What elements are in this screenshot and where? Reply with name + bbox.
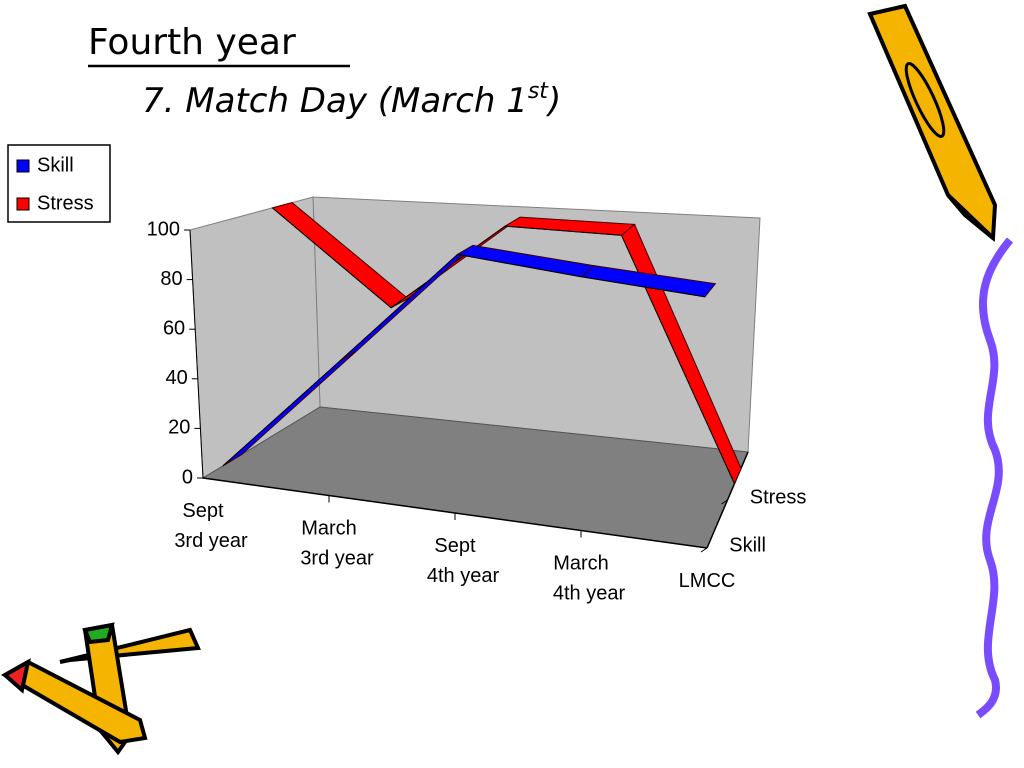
y-tick-label: 100 bbox=[147, 218, 180, 240]
legend-label: Skill bbox=[37, 154, 74, 176]
squiggle-decoration bbox=[975, 237, 1014, 719]
pencils-decoration bbox=[0, 622, 201, 756]
pencil-decoration bbox=[867, 3, 998, 243]
y-tick-label: 0 bbox=[182, 466, 193, 488]
series-line bbox=[272, 207, 735, 484]
x-tick-line: Sept bbox=[182, 500, 224, 522]
legend-label: Stress bbox=[37, 192, 94, 214]
x-tick-label: March 3rd year bbox=[300, 518, 374, 570]
slide-subtitle: 7. Match Day (March 1st) bbox=[142, 79, 561, 121]
x-tick-line: 3rd year bbox=[300, 548, 374, 570]
depth-tick bbox=[721, 499, 728, 505]
slide-title: Fourth year bbox=[88, 22, 296, 63]
x-tick-label: Sept 3rd year bbox=[174, 500, 248, 552]
y-axis bbox=[189, 229, 204, 479]
y-tick-label: 20 bbox=[168, 417, 190, 439]
x-tick-line: Sept bbox=[434, 535, 476, 557]
x-tick-label: LMCC bbox=[679, 570, 736, 592]
y-tick-label: 60 bbox=[163, 317, 185, 339]
x-tick-line: March bbox=[553, 553, 609, 575]
x-tick-line: March bbox=[301, 518, 357, 540]
x-tick-label: Sept 4th year bbox=[427, 535, 500, 587]
x-tick-line: LMCC bbox=[679, 570, 736, 592]
x-tick-line: 4th year bbox=[553, 583, 626, 605]
x-tick-line: 4th year bbox=[427, 565, 500, 587]
y-tick-label: 80 bbox=[160, 268, 182, 290]
depth-label: Stress bbox=[750, 486, 807, 508]
x-tick-label: March 4th year bbox=[553, 553, 626, 605]
series-line bbox=[222, 253, 705, 467]
legend-swatch bbox=[16, 197, 30, 211]
y-tick-label: 40 bbox=[166, 367, 188, 389]
depth-label: Skill bbox=[729, 534, 766, 556]
legend-swatch bbox=[16, 159, 30, 173]
depth-tick bbox=[700, 547, 708, 553]
x-tick-line: 3rd year bbox=[174, 530, 248, 552]
